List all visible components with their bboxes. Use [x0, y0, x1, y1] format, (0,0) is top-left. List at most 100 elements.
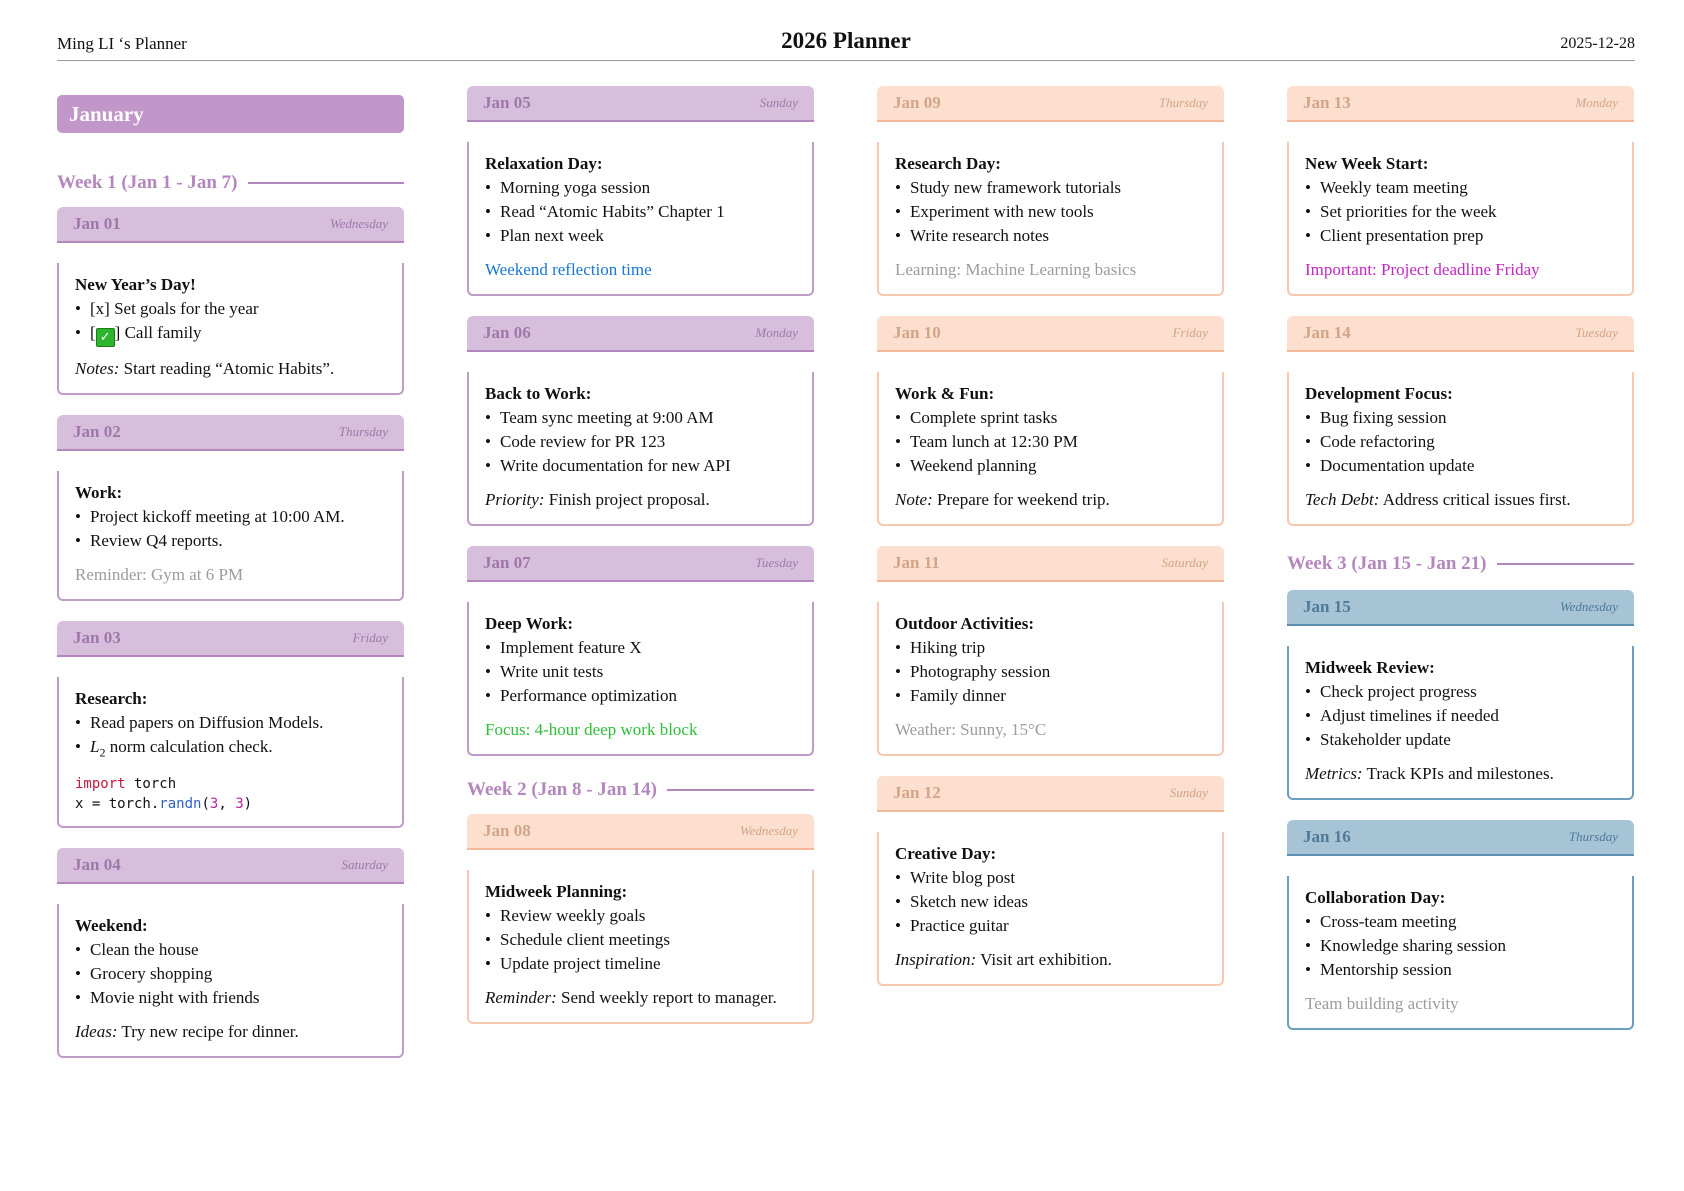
day-body: Work: Project kickoff meeting at 10:00 A…: [57, 471, 404, 601]
day-body: Research Day: Study new framework tutori…: [877, 142, 1224, 296]
week-1-heading: Week 1 (Jan 1 - Jan 7): [57, 169, 404, 197]
task-item: Check project progress: [1305, 680, 1616, 704]
task-item: Code refactoring: [1305, 430, 1616, 454]
week-2-heading: Week 2 (Jan 8 - Jan 14): [467, 776, 814, 804]
task-item: L2 norm calculation check.: [75, 735, 386, 764]
week-divider: [1496, 563, 1634, 565]
day-card-jan16[interactable]: Jan 16 Thursday Collaboration Day: Cross-…: [1287, 820, 1634, 1030]
day-header: Jan 13 Monday: [1287, 86, 1634, 122]
task-list: Cross-team meeting Knowledge sharing ses…: [1305, 910, 1616, 982]
column-4: Jan 13 Monday New Week Start: Weekly team…: [1287, 86, 1634, 1050]
day-card-jan14[interactable]: Jan 14 Tuesday Development Focus: Bug fix…: [1287, 316, 1634, 526]
task-item: Experiment with new tools: [895, 200, 1206, 224]
day-header: Jan 07 Tuesday: [467, 546, 814, 582]
task-item: Schedule client meetings: [485, 928, 796, 952]
task-item: Plan next week: [485, 224, 796, 248]
day-header: Jan 10 Friday: [877, 316, 1224, 352]
day-note: Reminder: Gym at 6 PM: [75, 565, 244, 584]
day-weekday: Sunday: [759, 95, 798, 110]
task-item: Update project timeline: [485, 952, 796, 976]
task-item: Movie night with friends: [75, 986, 386, 1010]
task-item: Code review for PR 123: [485, 430, 796, 454]
week-divider: [247, 182, 404, 184]
task-list: Implement feature X Write unit tests Per…: [485, 636, 796, 708]
page-title: 2026 Planner: [781, 28, 911, 53]
day-weekday: Friday: [352, 630, 388, 645]
task-list: Bug fixing session Code refactoring Docu…: [1305, 406, 1616, 478]
day-card-jan08[interactable]: Jan 08 Wednesday Midweek Planning: Review…: [467, 814, 814, 1024]
day-body: Relaxation Day: Morning yoga session Rea…: [467, 142, 814, 296]
task-list: [x] Set goals for the year [✓] Call fami…: [75, 297, 386, 347]
day-body: Development Focus: Bug fixing session Co…: [1287, 372, 1634, 526]
day-note: Weather: Sunny, 15°C: [895, 720, 1047, 739]
week-divider: [667, 789, 814, 791]
day-weekday: Saturday: [1161, 555, 1208, 570]
task-item: Morning yoga session: [485, 176, 796, 200]
task-list: Read papers on Diffusion Models. L2 norm…: [75, 711, 386, 764]
note-label: Note:: [895, 490, 933, 509]
day-card-jan04[interactable]: Jan 04 Saturday Weekend: Clean the house …: [57, 848, 404, 1059]
task-item: Write unit tests: [485, 660, 796, 684]
day-card-jan01[interactable]: Jan 01 Wednesday New Year’s Day! [x] Set …: [57, 207, 404, 395]
day-body: Midweek Planning: Review weekly goals Sc…: [467, 870, 814, 1024]
day-card-jan09[interactable]: Jan 09 Thursday Research Day: Study new f…: [877, 86, 1224, 296]
day-card-jan13[interactable]: Jan 13 Monday New Week Start: Weekly team…: [1287, 86, 1634, 296]
day-body: Outdoor Activities: Hiking trip Photogra…: [877, 602, 1224, 756]
code-line: x = torch.randn(3, 3): [75, 796, 253, 813]
day-date: Jan 15: [1303, 597, 1351, 616]
day-date: Jan 04: [73, 855, 121, 875]
note-label: Ideas:: [75, 1022, 118, 1042]
day-weekday: Monday: [1575, 95, 1618, 110]
task-item: Complete sprint tasks: [895, 406, 1206, 430]
task-list: Review weekly goals Schedule client meet…: [485, 904, 796, 976]
note-label: Metrics:: [1305, 764, 1363, 783]
day-date: Jan 12: [893, 783, 941, 802]
task-list: Check project progress Adjust timelines …: [1305, 680, 1616, 752]
checkmark-icon[interactable]: ✓: [95, 328, 115, 347]
task-list: Team sync meeting at 9:00 AM Code review…: [485, 406, 796, 478]
day-title: Work & Fun:: [895, 384, 995, 403]
day-card-jan06[interactable]: Jan 06 Monday Back to Work: Team sync mee…: [467, 316, 814, 526]
day-weekday: Monday: [755, 325, 798, 340]
day-card-jan11[interactable]: Jan 11 Saturday Outdoor Activities: Hikin…: [877, 546, 1224, 756]
task-list: Hiking trip Photography session Family d…: [895, 636, 1206, 708]
task-item: Photography session: [895, 660, 1206, 684]
week-label: Week 2 (Jan 8 - Jan 14): [467, 779, 657, 800]
day-card-jan03[interactable]: Jan 03 Friday Research: Read papers on Di…: [57, 621, 404, 829]
task-item: Read “Atomic Habits” Chapter 1: [485, 200, 796, 224]
note-label: Tech Debt:: [1305, 490, 1380, 509]
day-note: Priority: Finish project proposal.: [485, 488, 796, 512]
column-2: Jan 05 Sunday Relaxation Day: Morning yog…: [467, 86, 814, 1044]
day-weekday: Thursday: [1158, 95, 1208, 110]
day-card-jan15[interactable]: Jan 15 Wednesday Midweek Review: Check pr…: [1287, 590, 1634, 800]
day-date: Jan 05: [483, 93, 531, 112]
day-title: Weekend:: [75, 916, 148, 936]
day-card-jan05[interactable]: Jan 05 Sunday Relaxation Day: Morning yog…: [467, 86, 814, 296]
task-item: Grocery shopping: [75, 962, 386, 986]
task-item: Adjust timelines if needed: [1305, 704, 1616, 728]
day-card-jan07[interactable]: Jan 07 Tuesday Deep Work: Implement featu…: [467, 546, 814, 756]
task-item: Team lunch at 12:30 PM: [895, 430, 1206, 454]
day-note: Note: Prepare for weekend trip.: [895, 488, 1206, 512]
day-date: Jan 13: [1303, 93, 1351, 112]
note-text: Address critical issues first.: [1379, 490, 1571, 509]
week-3-heading: Week 3 (Jan 15 - Jan 21): [1287, 550, 1634, 578]
task-item: Set priorities for the week: [1305, 200, 1616, 224]
day-title: New Week Start:: [1305, 154, 1429, 173]
day-weekday: Friday: [1172, 325, 1208, 340]
day-card-jan02[interactable]: Jan 02 Thursday Work: Project kickoff mee…: [57, 415, 404, 601]
task-item: Mentorship session: [1305, 958, 1616, 982]
day-card-jan12[interactable]: Jan 12 Sunday Creative Day: Write blog po…: [877, 776, 1224, 986]
task-item: Client presentation prep: [1305, 224, 1616, 248]
day-title: Research Day:: [895, 154, 1001, 173]
day-header: Jan 03 Friday: [57, 621, 404, 657]
day-date: Jan 16: [1303, 827, 1351, 846]
task-item: Weekly team meeting: [1305, 176, 1616, 200]
day-header: Jan 02 Thursday: [57, 415, 404, 451]
task-list: Write blog post Sketch new ideas Practic…: [895, 866, 1206, 938]
task-item: Write blog post: [895, 866, 1206, 890]
day-note: Tech Debt: Address critical issues first…: [1305, 488, 1616, 512]
task-item: Clean the house: [75, 938, 386, 962]
day-card-jan10[interactable]: Jan 10 Friday Work & Fun: Complete sprint…: [877, 316, 1224, 526]
task-item: Review Q4 reports.: [75, 529, 386, 553]
